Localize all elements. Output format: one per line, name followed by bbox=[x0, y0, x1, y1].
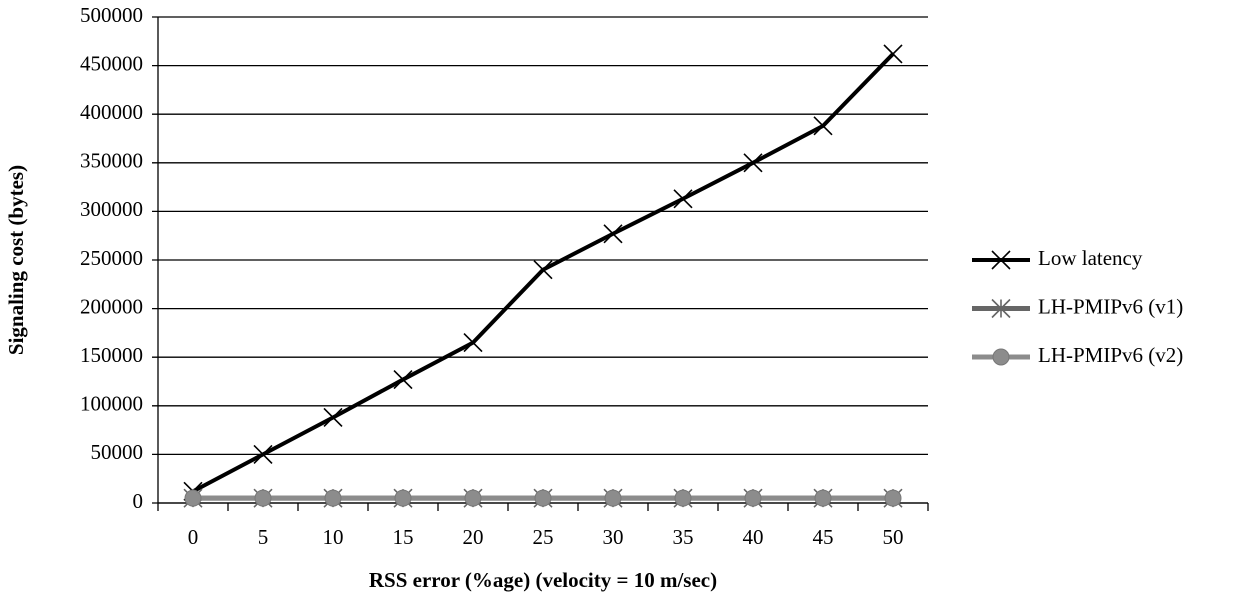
marker bbox=[674, 489, 692, 507]
x-tick-label: 35 bbox=[673, 525, 694, 549]
marker-shape bbox=[533, 260, 553, 280]
marker bbox=[323, 407, 343, 428]
marker bbox=[814, 489, 832, 507]
x-tick-label: 45 bbox=[813, 525, 834, 549]
marker bbox=[991, 250, 1011, 270]
y-tick-label: 300000 bbox=[80, 197, 143, 221]
marker bbox=[254, 489, 272, 507]
x-tick-label: 40 bbox=[743, 525, 764, 549]
marker bbox=[883, 44, 903, 64]
legend-label: Low latency bbox=[1038, 246, 1143, 270]
marker-shape bbox=[254, 489, 272, 507]
marker-shape bbox=[991, 250, 1011, 270]
marker-shape bbox=[324, 489, 342, 507]
x-tick-label: 25 bbox=[533, 525, 554, 549]
marker bbox=[393, 369, 413, 390]
marker-shape bbox=[184, 489, 202, 507]
marker-shape bbox=[394, 489, 412, 507]
marker-shape bbox=[744, 489, 762, 507]
marker bbox=[603, 224, 623, 244]
marker bbox=[533, 260, 553, 280]
marker bbox=[673, 189, 693, 209]
marker-shape bbox=[673, 189, 693, 209]
y-tick-label: 150000 bbox=[80, 343, 143, 367]
y-tick-label: 50000 bbox=[91, 440, 144, 464]
marker bbox=[464, 489, 482, 507]
marker bbox=[534, 489, 552, 507]
marker bbox=[992, 348, 1010, 366]
marker-shape bbox=[393, 369, 413, 390]
y-axis-title: Signaling cost (bytes) bbox=[4, 165, 28, 355]
marker-shape bbox=[603, 224, 623, 244]
marker-shape bbox=[992, 348, 1010, 366]
y-tick-label: 350000 bbox=[80, 149, 143, 173]
x-tick-label: 15 bbox=[393, 525, 414, 549]
marker bbox=[184, 489, 202, 507]
x-tick-label: 50 bbox=[883, 525, 904, 549]
marker-shape bbox=[534, 489, 552, 507]
marker-shape bbox=[464, 489, 482, 507]
x-axis-title: RSS error (%age) (velocity = 10 m/sec) bbox=[369, 568, 717, 592]
marker bbox=[743, 153, 763, 173]
x-tick-label: 0 bbox=[188, 525, 199, 549]
marker-shape bbox=[463, 333, 483, 353]
x-tick-label: 5 bbox=[258, 525, 269, 549]
marker bbox=[813, 116, 833, 136]
marker bbox=[463, 333, 483, 353]
y-tick-label: 200000 bbox=[80, 294, 143, 318]
marker-shape bbox=[883, 44, 903, 64]
marker-shape bbox=[604, 489, 622, 507]
legend-label: LH-PMIPv6 (v1) bbox=[1038, 294, 1183, 318]
marker-shape bbox=[813, 116, 833, 136]
y-tick-label: 500000 bbox=[80, 3, 143, 27]
y-tick-label: 450000 bbox=[80, 51, 143, 75]
marker-shape bbox=[884, 489, 902, 507]
marker-shape bbox=[323, 407, 343, 428]
marker bbox=[884, 489, 902, 507]
x-tick-label: 10 bbox=[323, 525, 344, 549]
marker-shape bbox=[743, 153, 763, 173]
marker bbox=[744, 489, 762, 507]
marker-shape bbox=[674, 489, 692, 507]
y-tick-label: 100000 bbox=[80, 392, 143, 416]
x-tick-label: 30 bbox=[603, 525, 624, 549]
marker-shape bbox=[253, 444, 273, 464]
y-tick-label: 250000 bbox=[80, 246, 143, 270]
y-tick-label: 0 bbox=[133, 489, 144, 513]
marker-shape bbox=[814, 489, 832, 507]
marker bbox=[394, 489, 412, 507]
x-tick-label: 20 bbox=[463, 525, 484, 549]
y-tick-label: 400000 bbox=[80, 100, 143, 124]
series-line bbox=[192, 52, 895, 494]
marker bbox=[991, 298, 1011, 319]
marker bbox=[324, 489, 342, 507]
marker bbox=[253, 444, 273, 464]
marker bbox=[604, 489, 622, 507]
legend-label: LH-PMIPv6 (v2) bbox=[1038, 343, 1183, 367]
marker-shape bbox=[991, 298, 1011, 319]
